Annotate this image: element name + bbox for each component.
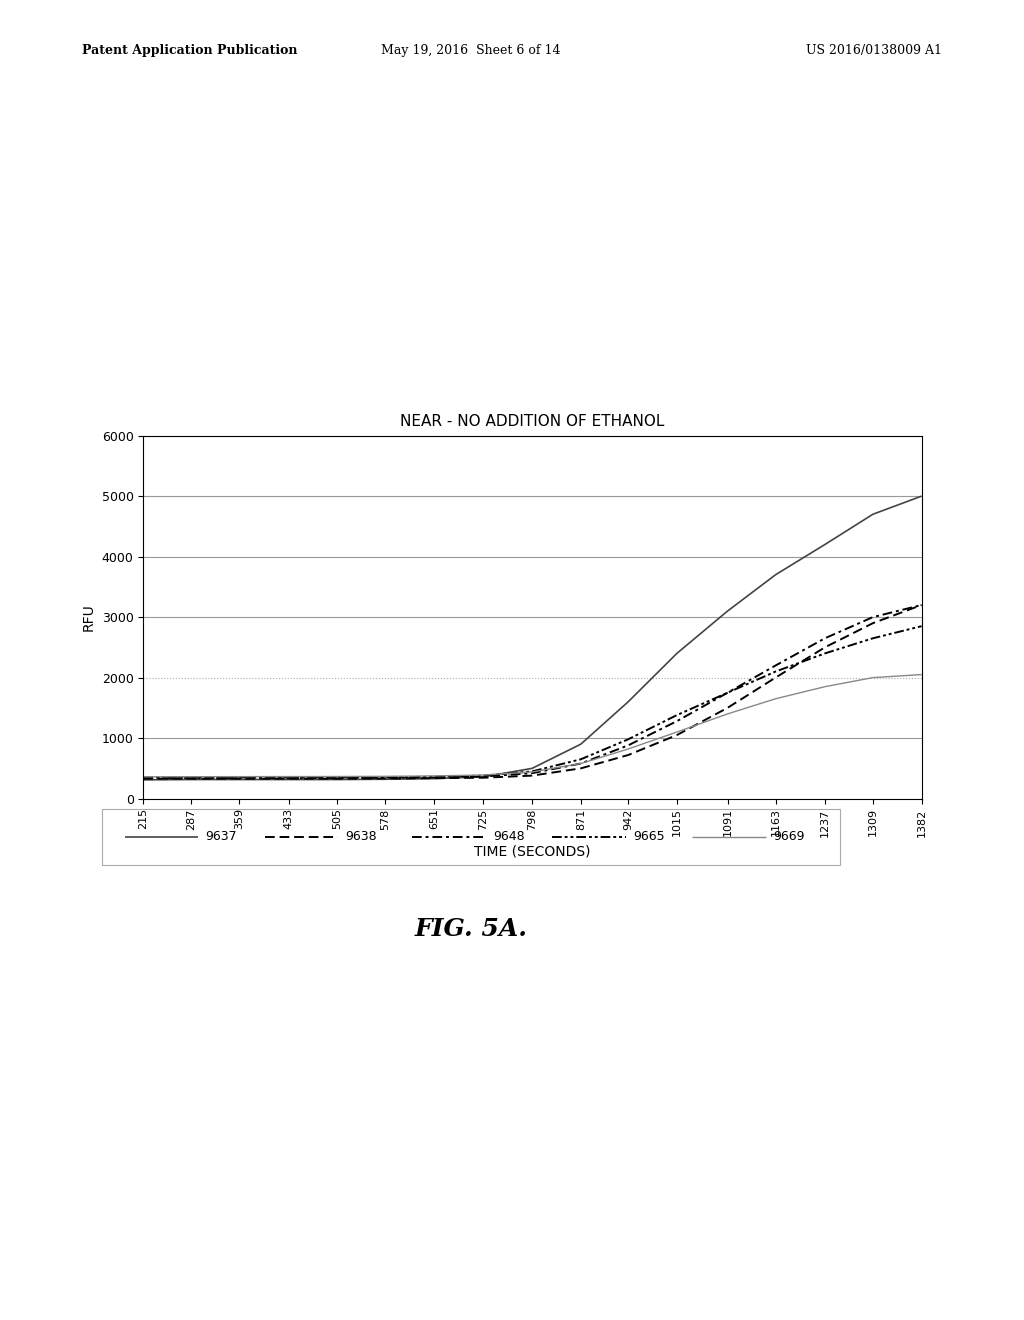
Text: FIG. 5A.: FIG. 5A. <box>415 917 527 941</box>
Y-axis label: RFU: RFU <box>82 603 96 631</box>
X-axis label: TIME (SECONDS): TIME (SECONDS) <box>474 845 591 859</box>
Text: 9648: 9648 <box>494 830 524 843</box>
Text: 9669: 9669 <box>773 830 805 843</box>
Text: Patent Application Publication: Patent Application Publication <box>82 44 297 57</box>
Text: US 2016/0138009 A1: US 2016/0138009 A1 <box>806 44 942 57</box>
Title: NEAR - NO ADDITION OF ETHANOL: NEAR - NO ADDITION OF ETHANOL <box>400 414 665 429</box>
Text: May 19, 2016  Sheet 6 of 14: May 19, 2016 Sheet 6 of 14 <box>381 44 561 57</box>
Text: 9637: 9637 <box>206 830 238 843</box>
Text: 9665: 9665 <box>633 830 665 843</box>
Text: 9638: 9638 <box>346 830 377 843</box>
